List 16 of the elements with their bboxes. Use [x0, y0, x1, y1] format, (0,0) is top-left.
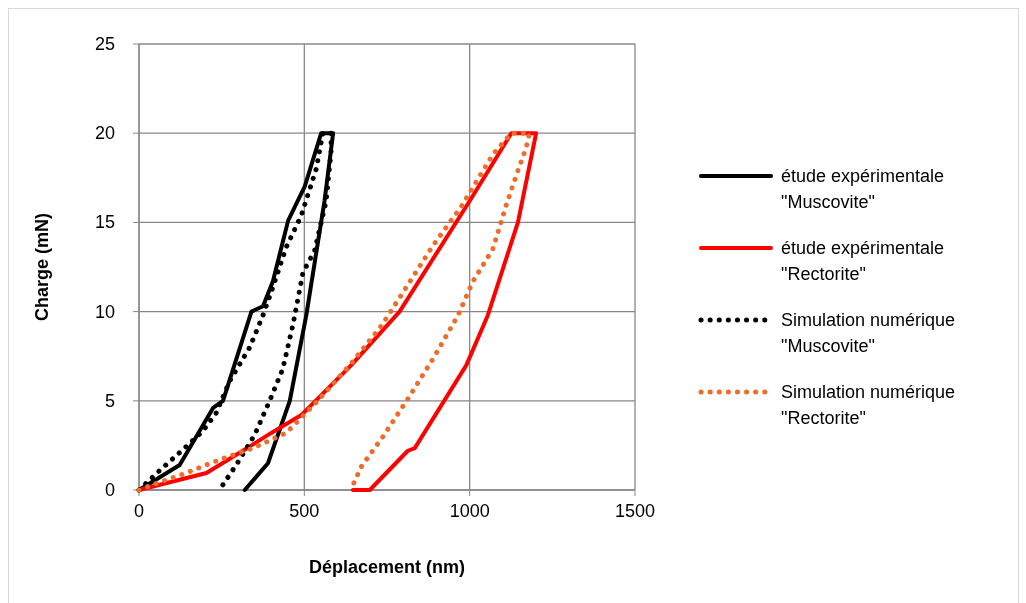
y-tick-label: 15 — [94, 212, 115, 233]
x-axis-title: Déplacement (nm) — [308, 557, 466, 577]
x-tick-label: 1000 — [449, 501, 490, 521]
legend-label: étude expérimentale "Rectorite" — [781, 238, 945, 284]
x-tick-label: 0 — [133, 501, 145, 521]
legend-label: Simulation numérique "Muscovite" — [781, 310, 956, 356]
x-tick-label: 500 — [289, 501, 320, 521]
legend-label: Simulation numérique "Rectorite" — [781, 382, 956, 428]
y-tick-label: 5 — [104, 390, 115, 411]
y-axis-title: Charge (mN) — [32, 212, 52, 322]
y-tick-label: 20 — [94, 123, 115, 144]
legend-label: étude expérimentale "Muscovite" — [781, 166, 945, 212]
y-tick-label: 10 — [94, 301, 115, 322]
x-tick-label: 1500 — [614, 501, 656, 521]
y-tick-label: 0 — [104, 480, 115, 500]
y-tick-label: 25 — [94, 34, 115, 54]
